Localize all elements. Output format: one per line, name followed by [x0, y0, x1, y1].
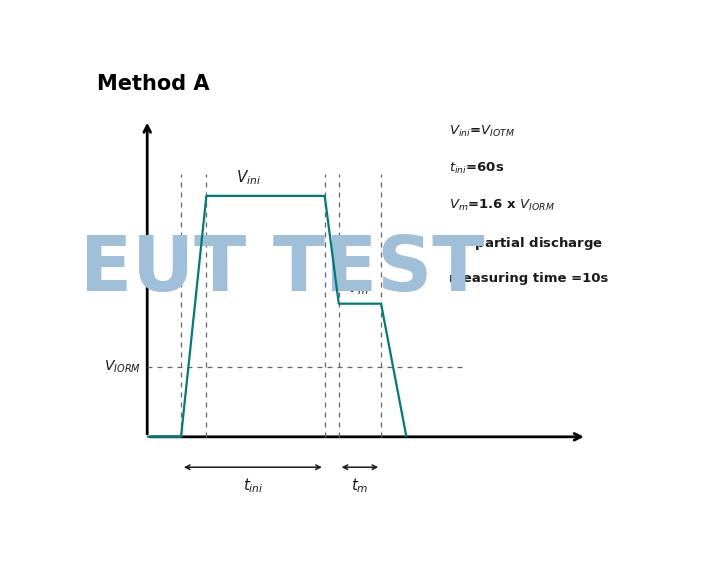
- Text: $V_m$=1.6 x $V_{IORM}$: $V_m$=1.6 x $V_{IORM}$: [449, 198, 555, 213]
- Text: $V_{ini}$=$V_{IOTM}$: $V_{ini}$=$V_{IOTM}$: [449, 124, 515, 139]
- Text: $t_m$=partial discharge: $t_m$=partial discharge: [449, 235, 603, 252]
- Text: measuring time =10s: measuring time =10s: [449, 272, 608, 285]
- Text: $V_m$: $V_m$: [348, 279, 369, 297]
- Text: Method A: Method A: [97, 74, 209, 94]
- Text: $V_{IORM}$: $V_{IORM}$: [103, 359, 140, 375]
- Text: $V_{ini}$: $V_{ini}$: [236, 169, 261, 187]
- Text: $t_{ini}$=60s: $t_{ini}$=60s: [449, 161, 504, 176]
- Text: $t_{ini}$: $t_{ini}$: [243, 476, 263, 495]
- Text: EUT TEST: EUT TEST: [80, 232, 485, 307]
- Text: $t_m$: $t_m$: [351, 476, 369, 495]
